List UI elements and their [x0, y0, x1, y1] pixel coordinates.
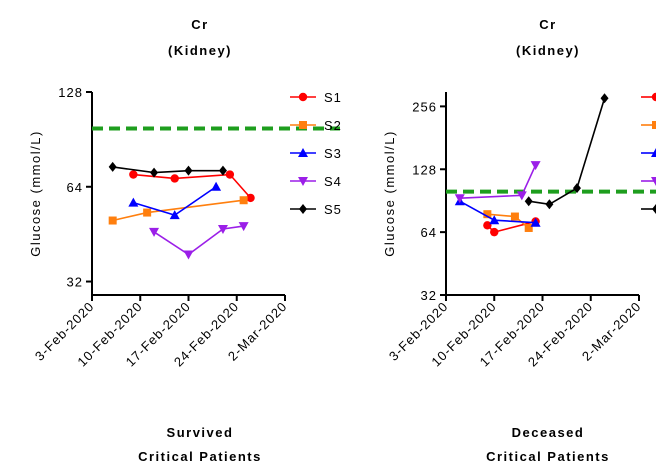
x-axis-label: Deceased: [512, 425, 585, 440]
data-point: [454, 194, 465, 204]
data-point: [217, 224, 228, 234]
legend-swatch-marker: [651, 148, 656, 157]
data-point: [225, 170, 235, 179]
legend-swatch-marker: [651, 92, 656, 102]
legend-label: S4: [324, 174, 342, 189]
series-line: [112, 166, 223, 174]
data-point: [483, 210, 492, 219]
legend-swatch-marker: [652, 204, 656, 214]
data-point: [150, 167, 159, 178]
series-S4: [149, 222, 249, 260]
y-tick-label: 32: [421, 288, 437, 303]
legend-item-S1: S1: [290, 90, 342, 105]
chart-panel-2: Cr(Kidney)32641282563-Feb-202010-Feb-202…: [382, 17, 656, 464]
chart-title: Cr: [191, 17, 208, 32]
data-point: [128, 197, 139, 207]
series-S2: [483, 210, 533, 232]
y-tick-label: 64: [67, 180, 83, 195]
chart-subtitle: (Kidney): [516, 43, 580, 58]
data-point: [238, 222, 249, 232]
x-axis-label: Survived: [167, 425, 234, 440]
legend-swatch-marker: [298, 148, 308, 157]
data-point: [129, 170, 138, 179]
data-point: [530, 217, 541, 227]
series-S2: [108, 196, 248, 225]
y-tick-label: 64: [421, 225, 437, 240]
series-line: [528, 98, 606, 206]
data-point: [211, 181, 222, 191]
data-point: [510, 212, 519, 221]
data-point: [108, 216, 117, 225]
data-point: [170, 174, 179, 183]
data-point: [530, 161, 541, 171]
data-point: [169, 210, 180, 220]
legend-item-S3: [641, 148, 656, 157]
legend-label: S5: [324, 202, 342, 217]
legend-item-S3: S3: [290, 146, 342, 161]
data-point: [524, 196, 533, 207]
legend-item-S1: [641, 92, 656, 102]
series-S5: [524, 93, 609, 210]
chart-subtitle: (Kidney): [168, 43, 232, 58]
legend-item-S5: [641, 204, 656, 214]
data-point: [184, 165, 193, 176]
chart-title: Cr: [539, 17, 556, 32]
series-S1: [129, 170, 255, 203]
data-point: [246, 193, 255, 203]
legend-swatch-marker: [298, 177, 308, 186]
legend-item-S2: S2: [290, 118, 342, 133]
legend-swatch-marker: [299, 121, 307, 129]
y-tick-label: 128: [412, 162, 437, 177]
data-point: [149, 227, 160, 237]
y-tick-label: 256: [412, 99, 437, 114]
legend-label: S1: [324, 90, 342, 105]
y-axis-label: Glucose (mmol/L): [382, 130, 397, 257]
legend-swatch-marker: [651, 177, 656, 186]
data-point: [490, 227, 499, 237]
legend-swatch-marker: [298, 92, 308, 102]
series-S4: [454, 161, 541, 204]
series-S5: [108, 161, 227, 178]
series-line: [153, 225, 244, 256]
data-point: [108, 161, 117, 172]
y-tick-label: 32: [67, 275, 83, 290]
legend-item-S4: S4: [290, 174, 342, 189]
data-point: [489, 215, 500, 225]
legend-label: S3: [324, 146, 342, 161]
data-point: [524, 223, 533, 232]
data-point: [143, 208, 152, 217]
legend-item-S4: [641, 177, 656, 186]
data-point: [218, 165, 227, 176]
legend-item-S5: S5: [290, 202, 342, 217]
series-line: [459, 200, 536, 224]
legend-item-S2: [641, 121, 656, 129]
data-point: [516, 191, 527, 201]
x-axis-label-line2: Critical Patients: [486, 449, 610, 464]
series-line: [133, 173, 252, 199]
data-point: [572, 183, 581, 194]
data-point: [183, 250, 194, 260]
x-axis-label-line2: Critical Patients: [138, 449, 262, 464]
data-point: [545, 199, 554, 210]
data-point: [483, 221, 492, 230]
data-point: [239, 196, 248, 205]
legend-swatch-marker: [299, 204, 307, 214]
series-S3: [128, 181, 222, 220]
y-axis-label: Glucose (mmol/L): [28, 130, 43, 257]
data-point: [600, 93, 609, 104]
chart-panel-1: Cr(Kidney)32641283-Feb-202010-Feb-202017…: [28, 17, 342, 464]
legend-label: S2: [324, 118, 342, 133]
legend-swatch-marker: [652, 121, 656, 129]
y-tick-label: 128: [58, 85, 83, 100]
